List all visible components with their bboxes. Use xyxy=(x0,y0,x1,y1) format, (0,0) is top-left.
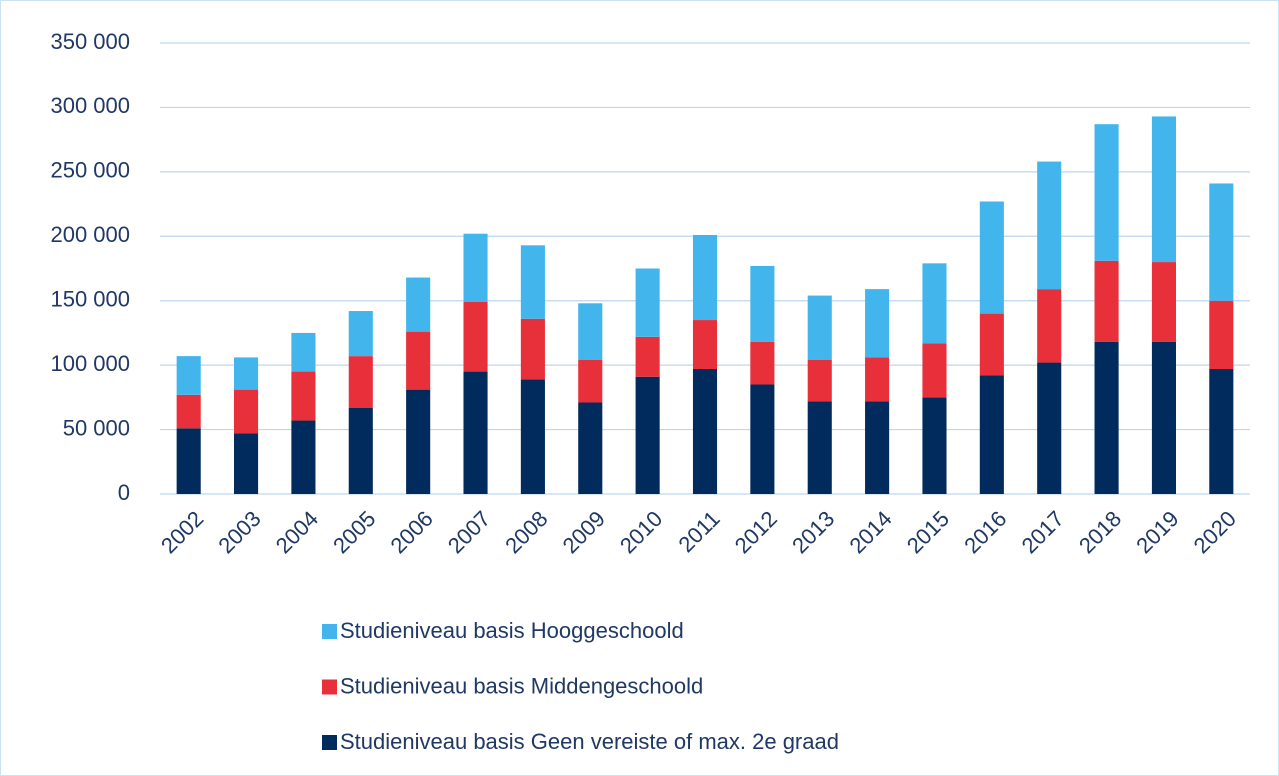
bar-segment xyxy=(692,234,718,321)
bar-segment xyxy=(348,356,373,408)
bar-segment xyxy=(520,318,545,380)
y-tick-label: 200 000 xyxy=(50,222,130,247)
bar-segment xyxy=(922,343,947,398)
bar-segment xyxy=(979,201,1004,314)
y-tick-label: 350 000 xyxy=(50,29,130,54)
bar-segment xyxy=(807,359,832,402)
bar-segment xyxy=(865,289,890,358)
y-tick-label: 50 000 xyxy=(63,415,130,440)
bar-segment xyxy=(1094,341,1119,494)
bar-segment xyxy=(865,357,890,402)
bar-segment xyxy=(692,320,718,370)
bar-segment xyxy=(750,384,775,494)
bar-segment xyxy=(1209,369,1234,494)
bar-segment xyxy=(578,359,603,403)
bar-segment xyxy=(922,397,947,494)
legend-label: Studieniveau basis Geen vereiste of max.… xyxy=(340,729,839,754)
legend-label: Studieniveau basis Hooggeschoold xyxy=(340,618,684,643)
bar-segment xyxy=(291,420,316,494)
y-tick-label: 100 000 xyxy=(50,351,130,376)
legend-label: Studieniveau basis Middengeschoold xyxy=(340,673,703,698)
bar-segment xyxy=(348,407,373,494)
bar-segment xyxy=(176,394,201,429)
bar-segment xyxy=(234,357,259,390)
bar-segment xyxy=(1037,289,1062,363)
bar-segment xyxy=(1151,116,1176,263)
legend-swatch xyxy=(322,624,337,639)
bar-segment xyxy=(463,371,488,494)
bar-segment xyxy=(635,268,660,337)
bar-segment xyxy=(979,313,1004,376)
bar-segment xyxy=(463,302,488,372)
bar-segment xyxy=(1037,362,1062,494)
bar-segment xyxy=(922,263,947,344)
bar-segment xyxy=(406,277,431,332)
y-tick-label: 0 xyxy=(118,480,130,505)
bar-segment xyxy=(1209,300,1234,370)
bar-segment xyxy=(348,311,373,357)
bar-segment xyxy=(1094,260,1119,342)
bar-segment xyxy=(176,428,201,494)
bar-segment xyxy=(692,369,718,494)
bar-segment xyxy=(234,389,259,434)
bar-segment xyxy=(865,401,890,494)
bar-segment xyxy=(750,265,775,342)
bar-segment xyxy=(406,389,431,494)
bar-segment xyxy=(578,402,603,494)
legend-swatch xyxy=(322,679,337,695)
y-tick-label: 250 000 xyxy=(50,158,130,183)
bar-segment xyxy=(578,303,603,360)
y-tick-label: 150 000 xyxy=(50,287,130,312)
bar-segment xyxy=(635,376,660,494)
bar-segment xyxy=(463,233,488,303)
y-tick-label: 300 000 xyxy=(50,93,130,118)
legend-swatch xyxy=(322,735,337,750)
bar-segment xyxy=(176,356,201,395)
bar-segment xyxy=(750,341,775,385)
bar-segment xyxy=(406,331,431,390)
bar-segment xyxy=(520,245,545,319)
bar-segment xyxy=(1151,262,1176,342)
bar-segment xyxy=(1094,124,1119,261)
bar-segment xyxy=(635,336,660,377)
bar-segment xyxy=(1209,183,1234,301)
bar-segment xyxy=(234,433,259,494)
bar-segment xyxy=(807,295,832,360)
bar-segment xyxy=(979,375,1004,494)
bar-segment xyxy=(520,379,545,494)
bar-segment xyxy=(1151,341,1176,494)
bar-segment xyxy=(1037,161,1062,290)
bar-segment xyxy=(291,332,316,372)
bar-segment xyxy=(291,371,316,421)
bar-segment xyxy=(807,401,832,494)
